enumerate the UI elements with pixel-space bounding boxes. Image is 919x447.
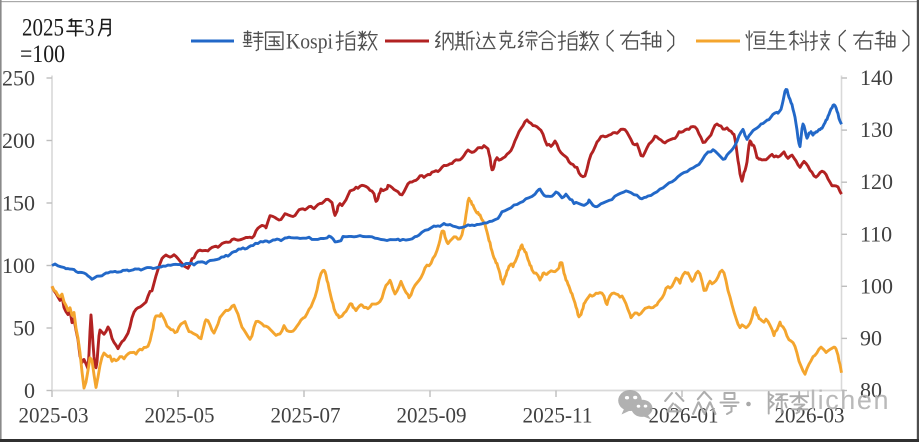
- svg-text:150: 150: [2, 191, 35, 216]
- svg-text:2025-03: 2025-03: [19, 403, 89, 428]
- svg-text:lichen: lichen: [810, 385, 890, 415]
- svg-text:2025-07: 2025-07: [271, 403, 341, 428]
- svg-text:Kospi: Kospi: [286, 29, 333, 54]
- svg-text:90: 90: [860, 325, 882, 350]
- svg-text:250: 250: [2, 66, 35, 91]
- svg-text:2025-11: 2025-11: [523, 403, 593, 428]
- svg-text:80: 80: [860, 378, 882, 403]
- svg-text:50: 50: [13, 316, 35, 341]
- svg-text:120: 120: [860, 169, 893, 194]
- svg-text:2025: 2025: [22, 15, 64, 42]
- svg-text:3: 3: [85, 15, 95, 42]
- svg-text:100: 100: [2, 253, 35, 278]
- svg-text:110: 110: [860, 221, 892, 246]
- svg-text:0: 0: [24, 378, 35, 403]
- svg-text:100: 100: [860, 273, 893, 298]
- svg-text:140: 140: [860, 65, 893, 90]
- svg-text:200: 200: [2, 128, 35, 153]
- svg-text:130: 130: [860, 117, 893, 142]
- svg-text:=100: =100: [20, 41, 65, 68]
- svg-text:2025-05: 2025-05: [145, 403, 215, 428]
- svg-text:2025-09: 2025-09: [397, 403, 467, 428]
